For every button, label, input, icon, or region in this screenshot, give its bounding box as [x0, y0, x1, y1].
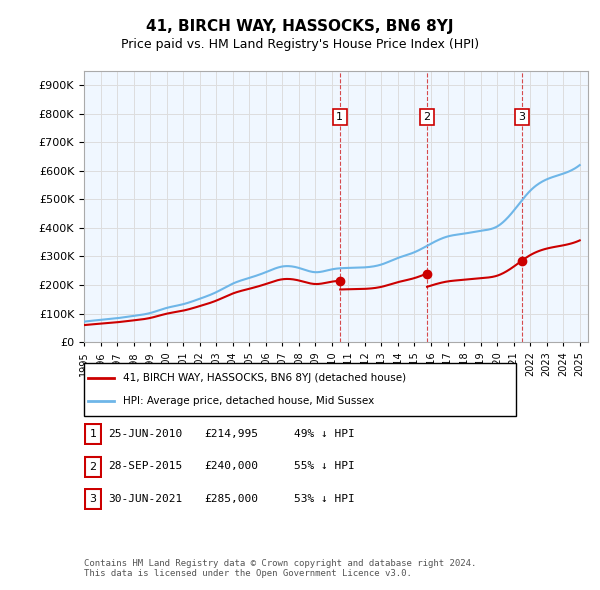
Text: 1: 1	[89, 430, 97, 439]
FancyBboxPatch shape	[85, 424, 101, 444]
Text: 25-JUN-2010: 25-JUN-2010	[108, 429, 182, 438]
Text: £214,995: £214,995	[204, 429, 258, 438]
FancyBboxPatch shape	[85, 489, 101, 509]
Text: Contains HM Land Registry data © Crown copyright and database right 2024.
This d: Contains HM Land Registry data © Crown c…	[84, 559, 476, 578]
FancyBboxPatch shape	[85, 457, 101, 477]
Text: HPI: Average price, detached house, Mid Sussex: HPI: Average price, detached house, Mid …	[123, 396, 374, 406]
Text: 3: 3	[518, 112, 525, 122]
Text: Price paid vs. HM Land Registry's House Price Index (HPI): Price paid vs. HM Land Registry's House …	[121, 38, 479, 51]
Text: 2: 2	[423, 112, 430, 122]
Text: 41, BIRCH WAY, HASSOCKS, BN6 8YJ (detached house): 41, BIRCH WAY, HASSOCKS, BN6 8YJ (detach…	[123, 373, 406, 383]
Text: 2: 2	[89, 462, 97, 471]
Text: 49% ↓ HPI: 49% ↓ HPI	[294, 429, 355, 438]
Text: 1: 1	[337, 112, 343, 122]
Text: £240,000: £240,000	[204, 461, 258, 471]
Text: 53% ↓ HPI: 53% ↓ HPI	[294, 494, 355, 503]
Text: 3: 3	[89, 494, 97, 504]
Text: £285,000: £285,000	[204, 494, 258, 503]
Text: 55% ↓ HPI: 55% ↓ HPI	[294, 461, 355, 471]
FancyBboxPatch shape	[84, 363, 516, 416]
Text: 30-JUN-2021: 30-JUN-2021	[108, 494, 182, 503]
Text: 28-SEP-2015: 28-SEP-2015	[108, 461, 182, 471]
Text: 41, BIRCH WAY, HASSOCKS, BN6 8YJ: 41, BIRCH WAY, HASSOCKS, BN6 8YJ	[146, 19, 454, 34]
